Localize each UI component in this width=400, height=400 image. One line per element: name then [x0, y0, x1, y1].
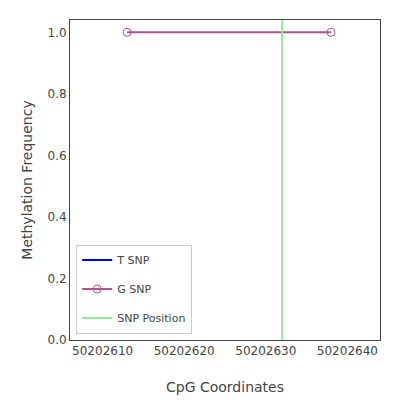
svg-text:0.0: 0.0 [48, 333, 67, 347]
svg-text:0.8: 0.8 [48, 87, 67, 101]
svg-text:0.6: 0.6 [48, 149, 67, 163]
svg-text:0.4: 0.4 [48, 210, 67, 224]
svg-text:SNP Position: SNP Position [117, 312, 185, 325]
svg-text:1.0: 1.0 [48, 26, 67, 40]
svg-text:50202640: 50202640 [317, 344, 378, 358]
svg-text:50202620: 50202620 [154, 344, 215, 358]
svg-text:50202610: 50202610 [72, 344, 133, 358]
svg-text:CpG Coordinates: CpG Coordinates [166, 379, 284, 395]
svg-text:G SNP: G SNP [117, 283, 151, 296]
svg-text:50202630: 50202630 [235, 344, 296, 358]
svg-text:T SNP: T SNP [116, 254, 149, 267]
svg-text:Methylation Frequency: Methylation Frequency [19, 100, 35, 259]
svg-text:0.2: 0.2 [48, 272, 67, 286]
